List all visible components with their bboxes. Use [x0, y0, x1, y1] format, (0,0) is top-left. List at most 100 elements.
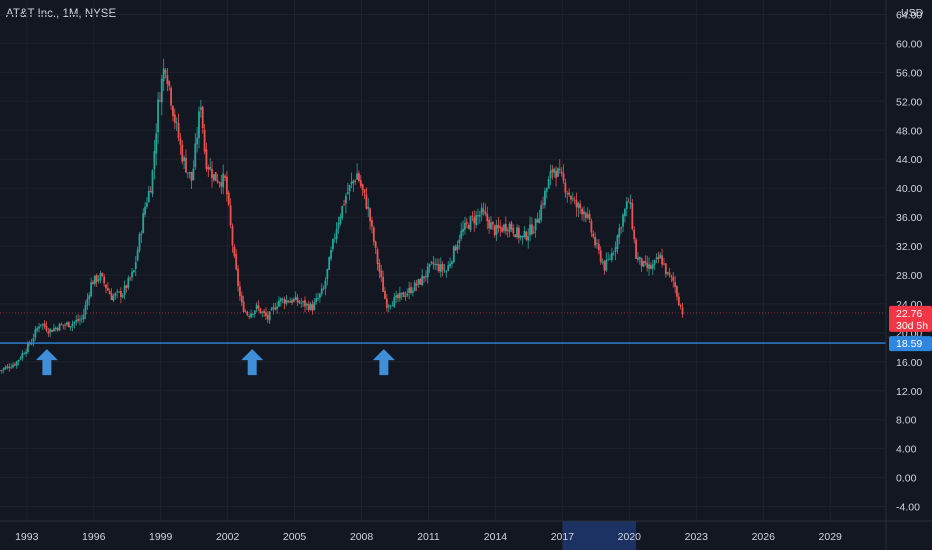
- candle-body: [663, 263, 665, 265]
- support-price-tag: [889, 336, 932, 352]
- candle-body: [237, 268, 239, 287]
- candle-body: [75, 320, 78, 322]
- grid-layer: [0, 0, 886, 521]
- candle-body: [365, 194, 368, 209]
- candle-body: [146, 202, 148, 207]
- candle-body: [58, 323, 61, 331]
- candle-body: [19, 358, 22, 360]
- candle-body: [681, 307, 684, 315]
- candle-body: [631, 203, 634, 230]
- candles-layer: [0, 58, 684, 374]
- candle-body: [469, 216, 472, 231]
- candle-body: [335, 228, 338, 240]
- candle-body: [278, 300, 280, 307]
- candle-body: [207, 167, 210, 170]
- candle-body: [168, 81, 171, 86]
- last-price-tag: [889, 305, 932, 332]
- candle-body: [341, 205, 344, 219]
- candle-body: [110, 293, 113, 300]
- candle-body: [283, 299, 286, 304]
- time-tick-label: 2005: [283, 531, 307, 543]
- candle-body: [419, 278, 422, 285]
- candle-body: [71, 323, 74, 327]
- candle-body: [157, 99, 159, 133]
- candle-body: [406, 293, 409, 296]
- candle-body: [212, 174, 215, 181]
- candle-body: [304, 300, 306, 307]
- candle-body: [584, 212, 587, 219]
- candle-body: [666, 272, 669, 274]
- candle-body: [577, 203, 580, 208]
- candle-body: [458, 239, 461, 244]
- candle-body: [592, 233, 595, 237]
- time-tick-label: 2023: [685, 531, 709, 543]
- candle-body: [343, 204, 345, 205]
- time-tick-label: 2014: [484, 531, 508, 543]
- candle-body: [90, 282, 93, 297]
- price-tick-label: 32.00: [896, 241, 922, 253]
- candle-body: [677, 296, 680, 306]
- candle-body: [268, 311, 271, 321]
- time-axis[interactable]: 1993 1996 1999 2002 2005 2008 2011 2014 2017 2020…: [15, 531, 842, 543]
- time-tick-label: 2011: [417, 531, 440, 543]
- candle-body: [449, 263, 451, 267]
- candle-body: [97, 279, 100, 281]
- candle-body: [564, 182, 567, 193]
- candle-body: [281, 298, 284, 300]
- candle-body: [597, 243, 600, 251]
- candle-body: [53, 328, 55, 332]
- candle-body: [517, 227, 520, 239]
- candle-body: [417, 279, 420, 285]
- candle-body: [402, 292, 405, 298]
- time-tick-label: 2029: [819, 531, 843, 543]
- candle-body: [172, 106, 174, 116]
- candle-body: [326, 268, 329, 280]
- time-tick-label: 2002: [216, 531, 240, 543]
- candle-body: [291, 300, 293, 303]
- price-tick-label: -4.00: [896, 502, 920, 514]
- price-tick-label: 40.00: [896, 183, 922, 195]
- candle-body: [235, 254, 238, 270]
- candle-body: [205, 149, 208, 170]
- candle-body: [544, 190, 546, 206]
- candle-body: [116, 291, 119, 293]
- candle-body: [575, 200, 578, 208]
- candle-body: [36, 328, 39, 331]
- candle-body: [573, 199, 576, 201]
- candle-body: [363, 189, 366, 194]
- candle-body: [346, 192, 349, 194]
- candle-body: [51, 329, 53, 332]
- candle-body: [586, 214, 589, 218]
- candle-body: [239, 286, 241, 297]
- price-axis[interactable]: USD 64.00 60.00 56.00 52.00 48.00 44.00 40.00 3…: [896, 7, 924, 514]
- candle-body: [153, 151, 156, 170]
- candle-body: [188, 172, 191, 174]
- candle-body: [17, 359, 20, 362]
- candle-body: [635, 239, 637, 259]
- candle-body: [337, 222, 340, 229]
- candle-body: [493, 225, 496, 236]
- candle-body: [434, 263, 437, 265]
- candle-body: [183, 157, 186, 161]
- candle-body: [428, 263, 431, 267]
- last-price-value: 22.76: [896, 308, 922, 320]
- candle-body: [252, 314, 254, 315]
- candle-body: [553, 168, 556, 173]
- candle-body: [657, 256, 660, 260]
- candle-body: [164, 69, 167, 74]
- candle-body: [296, 297, 299, 303]
- candle-body: [404, 296, 407, 298]
- price-tick-label: 28.00: [896, 270, 922, 282]
- candle-body: [655, 257, 658, 260]
- candle-body: [177, 122, 180, 139]
- candle-body: [371, 220, 373, 227]
- candle-body: [190, 171, 193, 181]
- candle-body: [93, 275, 96, 285]
- candle-body: [0, 370, 1, 372]
- candle-body: [56, 327, 59, 331]
- time-tick-label: 2026: [752, 531, 776, 543]
- candle-body: [384, 290, 386, 299]
- candle-body: [464, 222, 466, 230]
- candle-body: [317, 297, 319, 300]
